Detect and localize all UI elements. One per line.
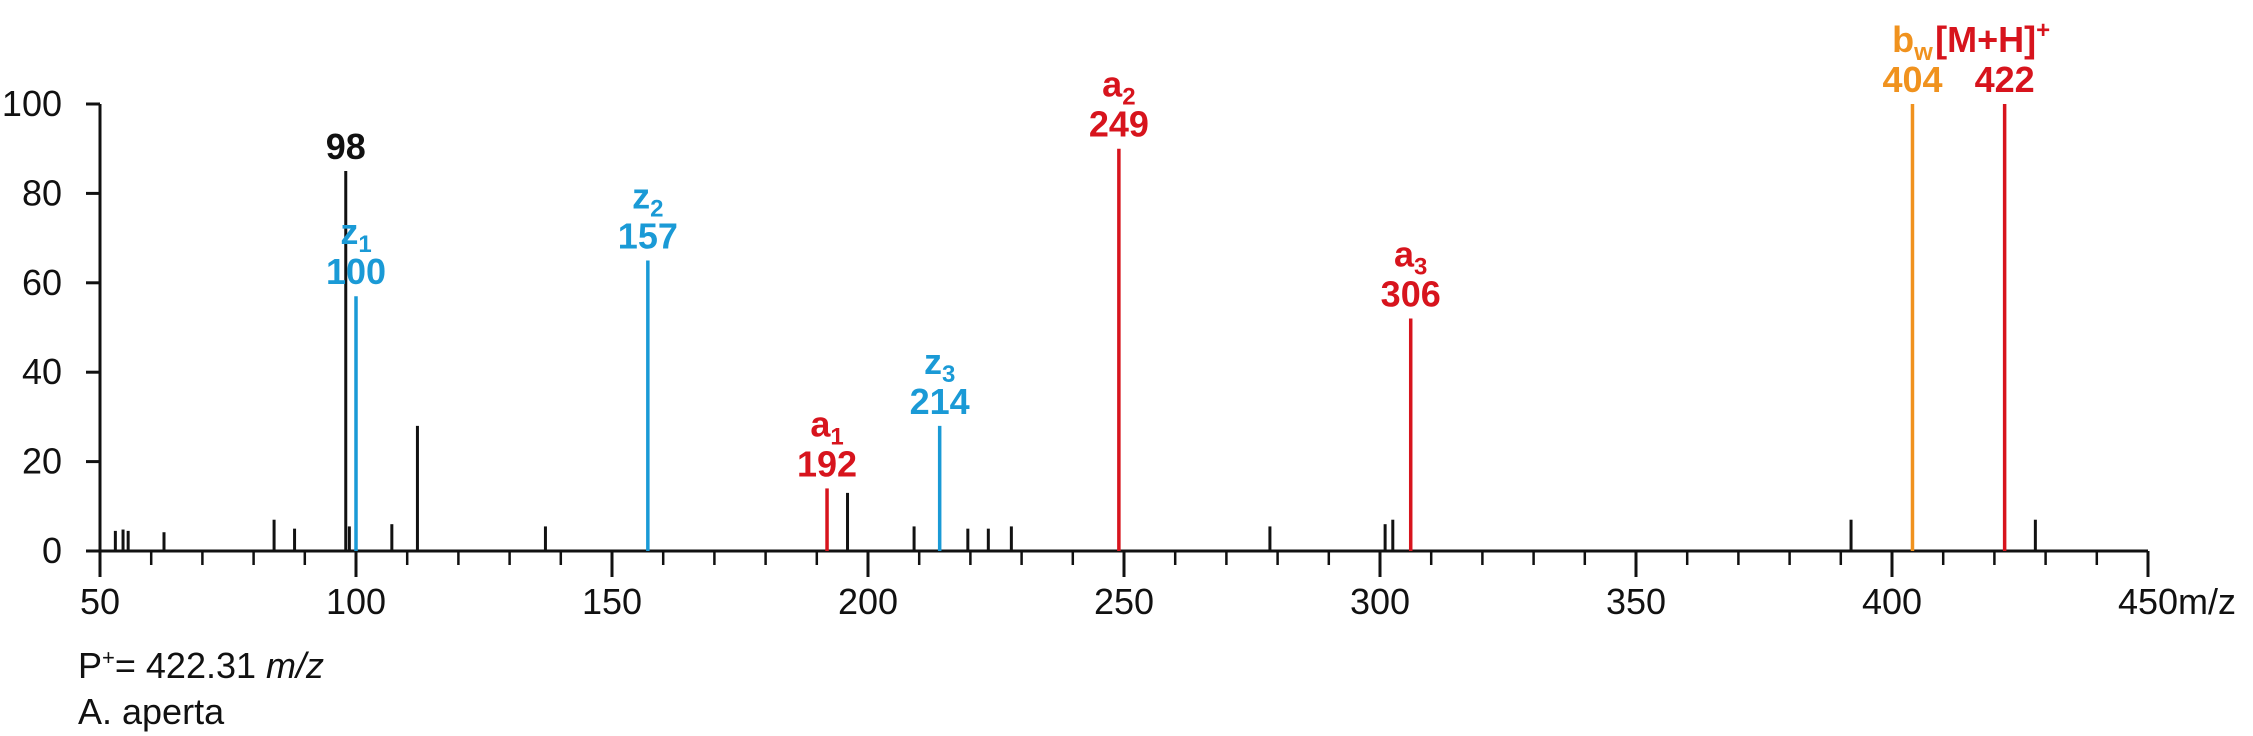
ion-type: z [632,175,650,216]
y-tick-label: 60 [22,262,62,303]
x-tick-label: 150 [582,581,642,622]
peak-mz-label: 249 [1089,104,1149,145]
peak-mz-label: 404 [1882,59,1942,100]
ion-subscript: w [1913,39,1933,66]
precursor-prefix: P [78,645,103,686]
ion-annotation: bw [1892,19,1933,66]
ion-type: z [924,341,942,382]
ion-subscript: 1 [830,423,843,450]
peak-mz-label: 192 [797,443,857,484]
ion-annotation: [M+H]+ [1935,17,2050,60]
y-tick-label: 80 [22,172,62,213]
ion-annotation: z2 [632,175,663,222]
x-tick-label: 50 [80,581,120,622]
ion-subscript: 1 [358,231,371,258]
ion-subscript: 3 [942,361,955,388]
ion-annotation: z3 [924,341,955,388]
axes: 50 100 150 200 250 300 350 400 450 m/z 0 20 40 60 80 10… [2,83,2236,622]
ion-type: a [810,403,831,444]
peak-mz-label: 306 [1381,274,1441,315]
x-tick-label: 100 [326,581,386,622]
peak-mz-label: 214 [910,381,970,422]
species-caption: A. aperta [78,691,225,732]
x-tick-label: 300 [1350,581,1410,622]
ion-type: a [1102,64,1123,105]
x-axis-unit-label: m/z [2178,581,2236,622]
precursor-caption: P+= 422.31 m/z [78,645,325,686]
precursor-value: = 422.31 [114,645,267,686]
peak-mz-label: 422 [1975,59,2035,100]
x-tick-label: 350 [1606,581,1666,622]
y-tick-label: 100 [2,83,62,124]
ion-annotation: a2 [1102,64,1135,111]
ion-annotation: a3 [1394,234,1427,281]
ion-subscript: 2 [1122,84,1135,111]
ion-type: a [1394,234,1415,275]
ion-annotation: a1 [810,403,843,450]
peak-mz-label: 100 [326,251,386,292]
precursor-charge: + [102,645,115,670]
precursor-unit: m/z [266,645,325,686]
peak-mz-label: 157 [618,215,678,256]
ion-subscript: 3 [1414,254,1427,281]
x-tick-label: 200 [838,581,898,622]
ion-superscript: + [2036,17,2050,44]
ion-type: z [340,211,358,252]
x-tick-label: 250 [1094,581,1154,622]
y-tick-label: 20 [22,441,62,482]
ion-annotation: z1 [340,211,371,258]
ion-subscript: 2 [650,195,663,222]
peak-mz-label: 98 [326,126,366,167]
y-tick-label: 0 [42,530,62,571]
ion-type: b [1892,19,1914,60]
x-tick-label: 400 [1862,581,1922,622]
y-tick-label: 40 [22,351,62,392]
ion-type: [M+H] [1935,19,2036,60]
peaks [113,104,2037,551]
x-tick-label: 450 [2118,581,2178,622]
